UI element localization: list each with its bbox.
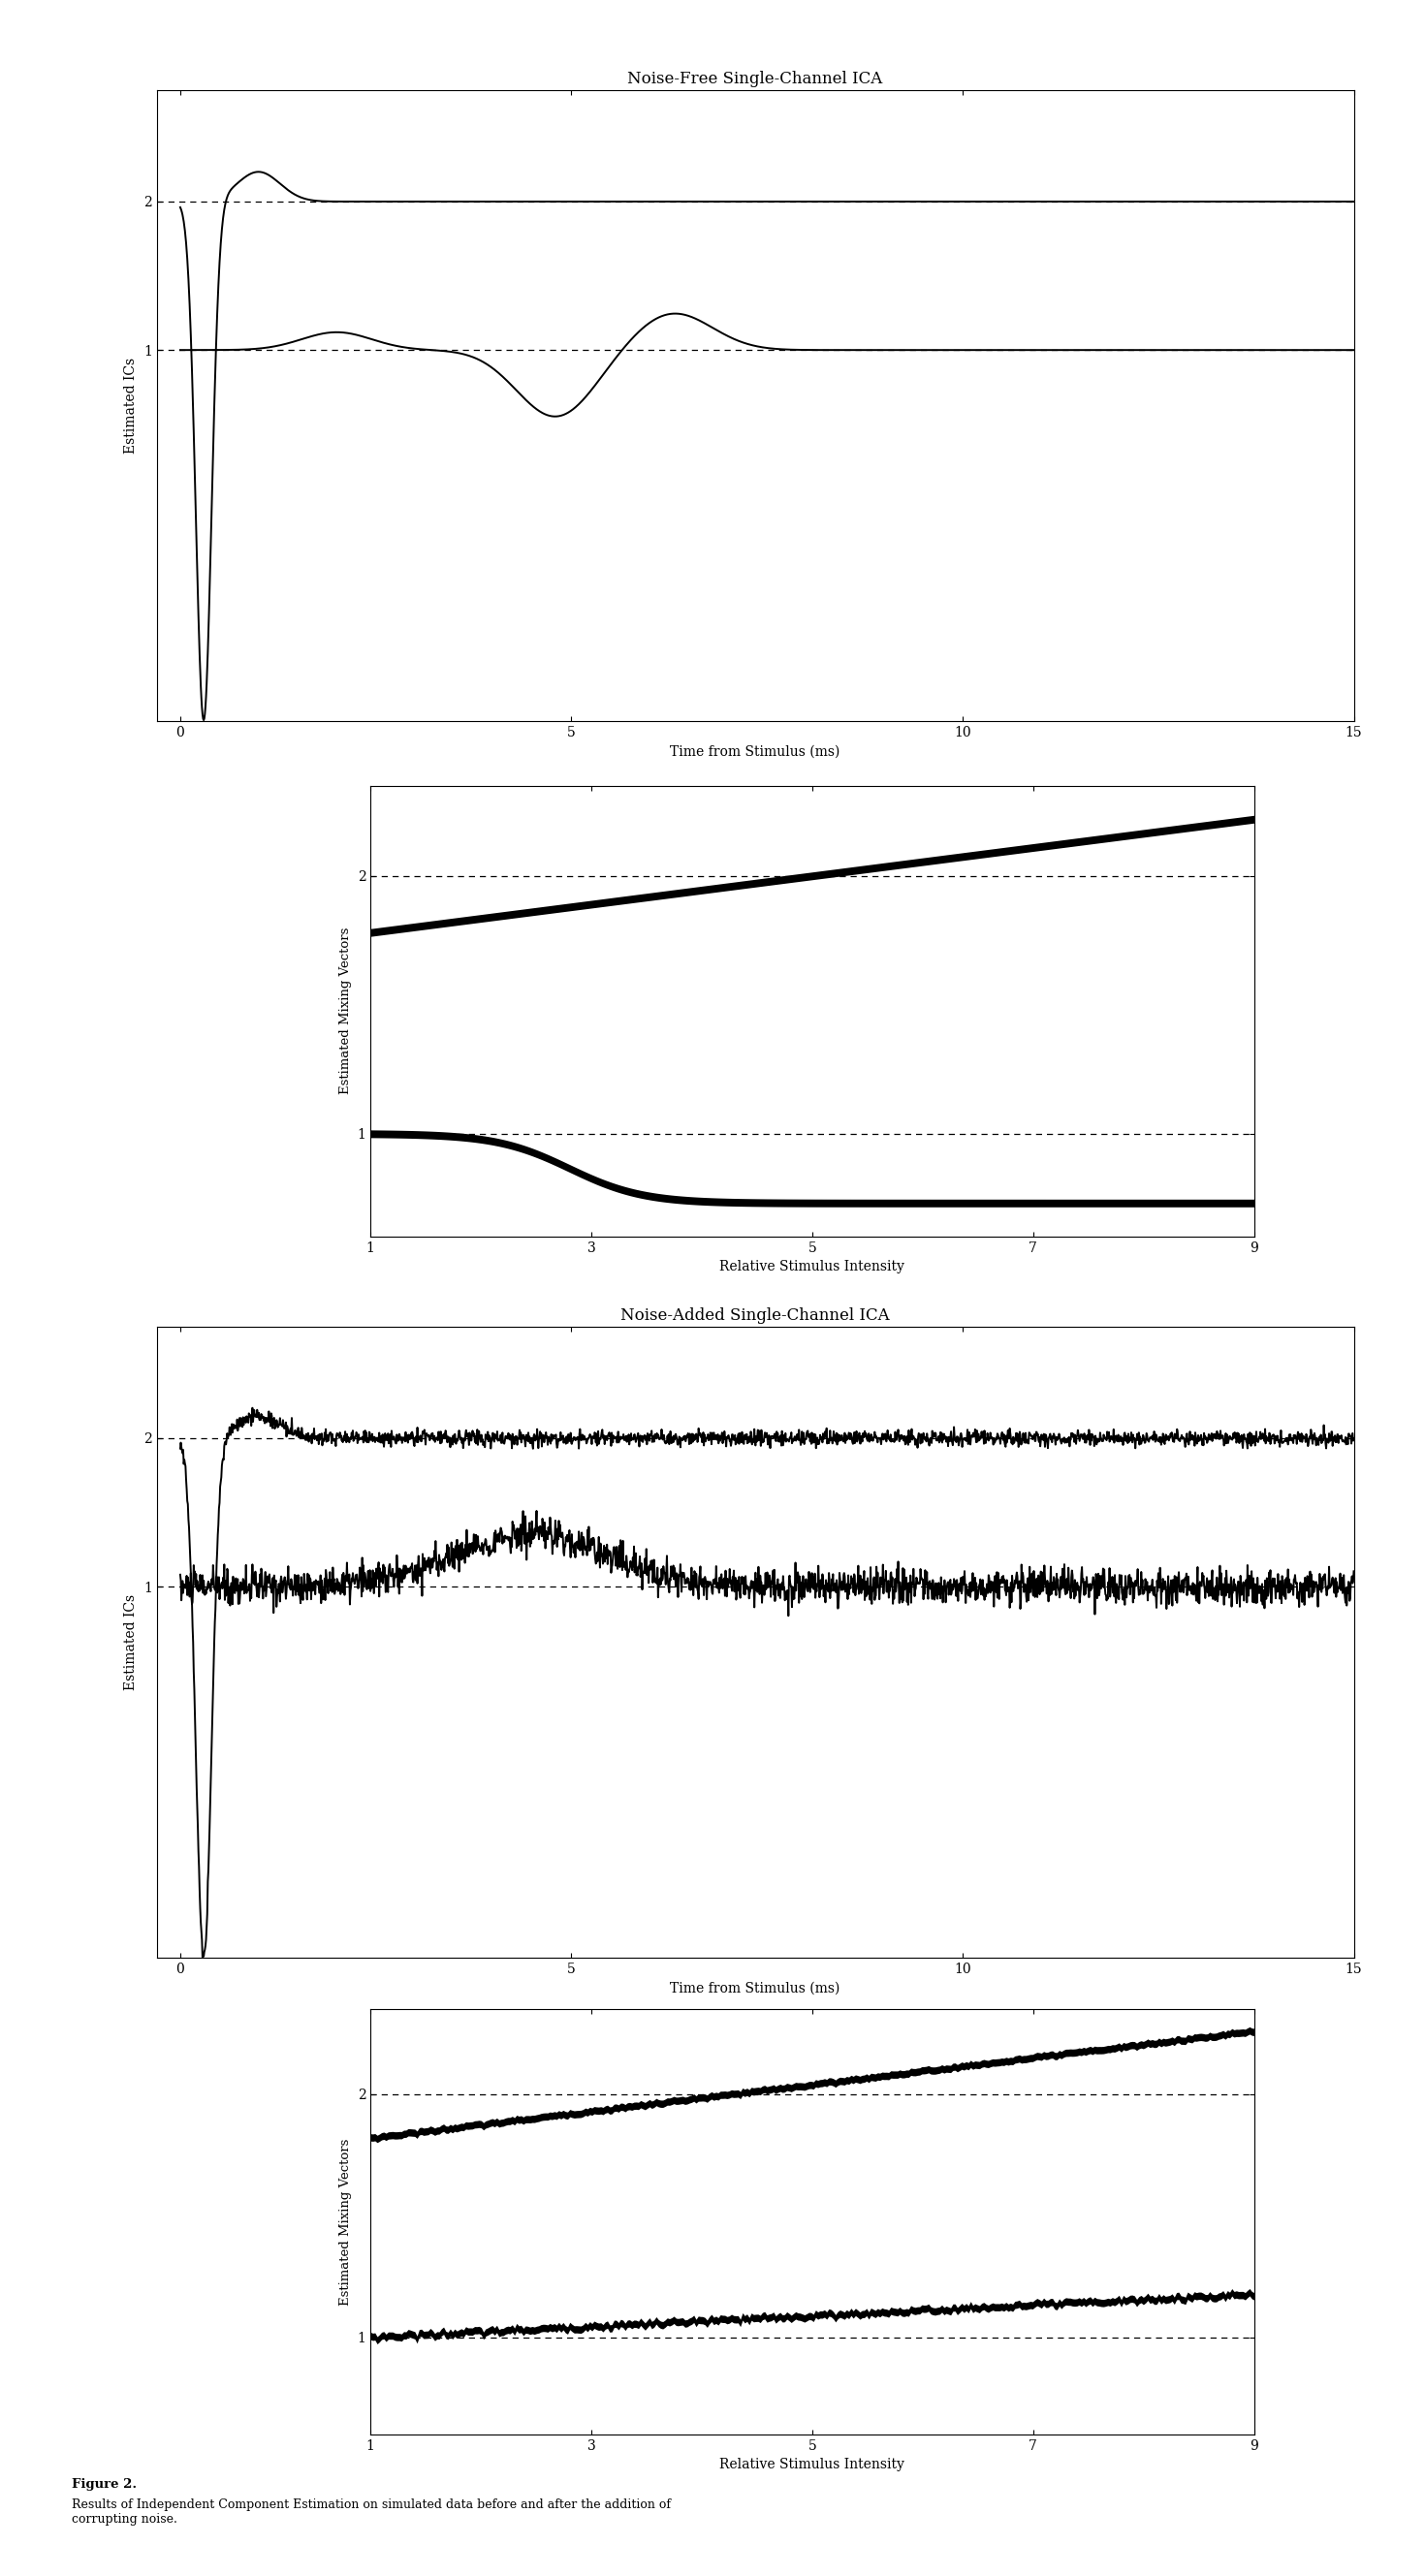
Y-axis label: Estimated ICs: Estimated ICs [124,358,138,453]
Y-axis label: Estimated Mixing Vectors: Estimated Mixing Vectors [339,927,352,1095]
X-axis label: Time from Stimulus (ms): Time from Stimulus (ms) [670,1981,841,1994]
X-axis label: Time from Stimulus (ms): Time from Stimulus (ms) [670,744,841,757]
Text: Figure 2.: Figure 2. [71,2478,137,2491]
X-axis label: Relative Stimulus Intensity: Relative Stimulus Intensity [720,2458,905,2470]
Text: Results of Independent Component Estimation on simulated data before and after t: Results of Independent Component Estimat… [71,2499,670,2527]
Title: Noise-Added Single-Channel ICA: Noise-Added Single-Channel ICA [621,1306,889,1324]
Y-axis label: Estimated Mixing Vectors: Estimated Mixing Vectors [339,2138,352,2306]
Y-axis label: Estimated ICs: Estimated ICs [124,1595,138,1690]
X-axis label: Relative Stimulus Intensity: Relative Stimulus Intensity [720,1260,905,1273]
Title: Noise-Free Single-Channel ICA: Noise-Free Single-Channel ICA [627,70,883,88]
